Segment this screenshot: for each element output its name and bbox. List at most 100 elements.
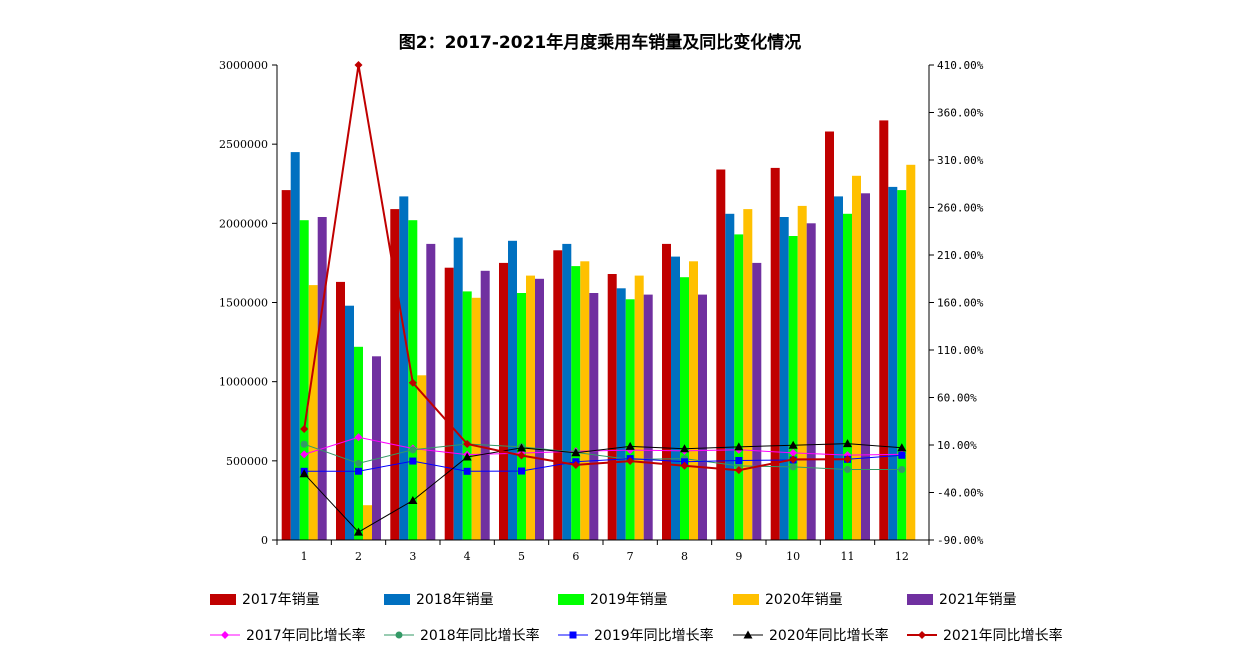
point-2021年同比增长率-8 [680,461,689,470]
x-tick-label: 7 [627,550,634,563]
legend-label: 2019年同比增长率 [594,628,714,644]
legend-label: 2021年同比增长率 [943,628,1063,644]
bar-2021年销量-3 [426,243,436,540]
legend-marker [395,631,403,639]
legend-item-bar: 2017年销量 [210,587,320,611]
legend-item-bar: 2019年销量 [558,587,668,611]
point-2020年同比增长率-9 [734,442,744,451]
point-2020年同比增长率-7 [625,441,635,450]
bar-2019年销量-9 [734,234,744,540]
legend-swatch [558,593,584,605]
bar-2017年销量-7 [607,274,617,540]
right-tick-label: 310.00% [937,154,984,167]
legend-item-bar: 2020年销量 [733,587,843,611]
legend-marker [743,630,753,639]
legend-line-sample [384,631,414,639]
point-2018年同比增长率-11 [844,466,851,474]
bar-2020年销量-4 [471,297,481,541]
point-2021年同比增长率-1 [300,425,309,434]
point-2020年同比增长率-10 [788,440,798,449]
point-2021年同比增长率-9 [734,466,743,475]
bar-2020年销量-5 [526,275,535,540]
point-2020年同比增长率-4 [462,452,472,461]
point-2017年同比增长率-10 [789,448,798,457]
bar-2018年销量-4 [453,237,463,540]
x-tick-label: 5 [518,550,525,563]
legend-label: 2018年同比增长率 [420,628,540,644]
bar-2018年销量-6 [562,243,572,540]
bar-2021年销量-5 [535,278,544,541]
x-tick-label: 11 [841,550,855,563]
legend-swatch [733,593,759,605]
bar-2018年销量-2 [345,305,354,540]
legend-swatch [907,593,933,605]
point-2020年同比增长率-3 [408,495,418,504]
point-2018年同比增长率-10 [789,463,797,471]
legend-item-line: 2019年同比增长率 [558,623,714,647]
point-2021年同比增长率-3 [408,378,417,387]
point-2019年同比增长率-3 [409,457,417,465]
legend-marker [569,631,577,639]
legend-item-bar: 2018年销量 [384,587,494,611]
legend-bars: 2017年销量 2018年销量 2019年销量 2020年销量 2021年销量 [0,587,1240,611]
x-tick-label: 4 [464,550,471,563]
bar-2020年销量-8 [689,261,698,540]
axes-group: 0 500000 1000000 1500000 2000000 2500000 30000… [219,59,984,563]
point-2017年同比增长率-2 [354,433,363,442]
bar-2019年销量-12 [897,190,907,540]
bar-2020年销量-2 [363,505,372,540]
x-tick-label: 9 [735,550,742,563]
bar-2020年销量-11 [852,175,861,541]
bar-2021年销量-7 [643,294,653,540]
right-tick-label: 410.00% [937,59,984,72]
point-2020年同比增长率-8 [680,444,689,453]
bar-2018年销量-7 [616,288,626,541]
left-tick-label: 1000000 [219,376,268,389]
point-2019年同比增长率-12 [898,451,906,459]
x-tick-label: 3 [409,550,416,563]
bar-2021年销量-6 [589,293,599,540]
line-2020年同比增长率 [303,443,902,533]
right-tick-label: 260.00% [937,202,984,215]
legend-item-line: 2020年同比增长率 [733,623,889,647]
legend-swatch [210,593,236,605]
bar-2019年销量-8 [680,277,689,540]
bar-2019年销量-1 [299,220,309,540]
x-tick-label: 2 [355,550,362,563]
point-2017年同比增长率-1 [300,450,309,459]
x-tick-label: 8 [681,550,688,563]
x-tick-label: 1 [301,550,308,563]
point-2019年同比增长率-2 [355,467,362,475]
right-tick-label: -40.00% [937,487,984,500]
legend-label: 2020年销量 [765,592,843,608]
point-2020年同比增长率-5 [517,443,526,452]
bar-2021年销量-9 [752,262,762,540]
bar-2018年销量-5 [508,240,517,541]
legend-label: 2017年同比增长率 [246,628,366,644]
line-2017年同比增长率 [304,436,902,456]
bar-2017年销量-6 [553,250,563,541]
legend-lines: 2017年同比增长率 2018年同比增长率 2019年同比增长率 2020年同比增长率… [0,623,1240,647]
bar-2020年销量-10 [797,205,807,540]
bar-2018年销量-11 [834,196,843,540]
legend-label: 2021年销量 [939,592,1017,608]
bar-2017年销量-10 [770,167,780,540]
bar-2018年销量-12 [888,186,898,540]
point-2018年同比增长率-12 [898,466,906,474]
left-tick-label: 500000 [226,455,268,468]
bar-2017年销量-4 [444,267,454,540]
legend-item-line: 2017年同比增长率 [210,623,366,647]
left-tick-label: 2500000 [219,138,268,151]
bar-2018年销量-1 [290,152,300,540]
legend-line-sample [558,631,588,639]
point-2019年同比增长率-4 [463,467,471,475]
left-tick-label: 0 [261,534,268,547]
bar-2017年销量-3 [390,209,400,540]
bar-2017年销量-8 [662,243,671,540]
bar-2018年销量-10 [779,217,789,540]
bar-2018年销量-3 [399,196,409,540]
point-2021年同比增长率-11 [843,455,852,464]
legend-label: 2020年同比增长率 [769,628,889,644]
point-2020年同比增长率-2 [354,527,363,536]
right-tick-label: 60.00% [937,392,977,405]
